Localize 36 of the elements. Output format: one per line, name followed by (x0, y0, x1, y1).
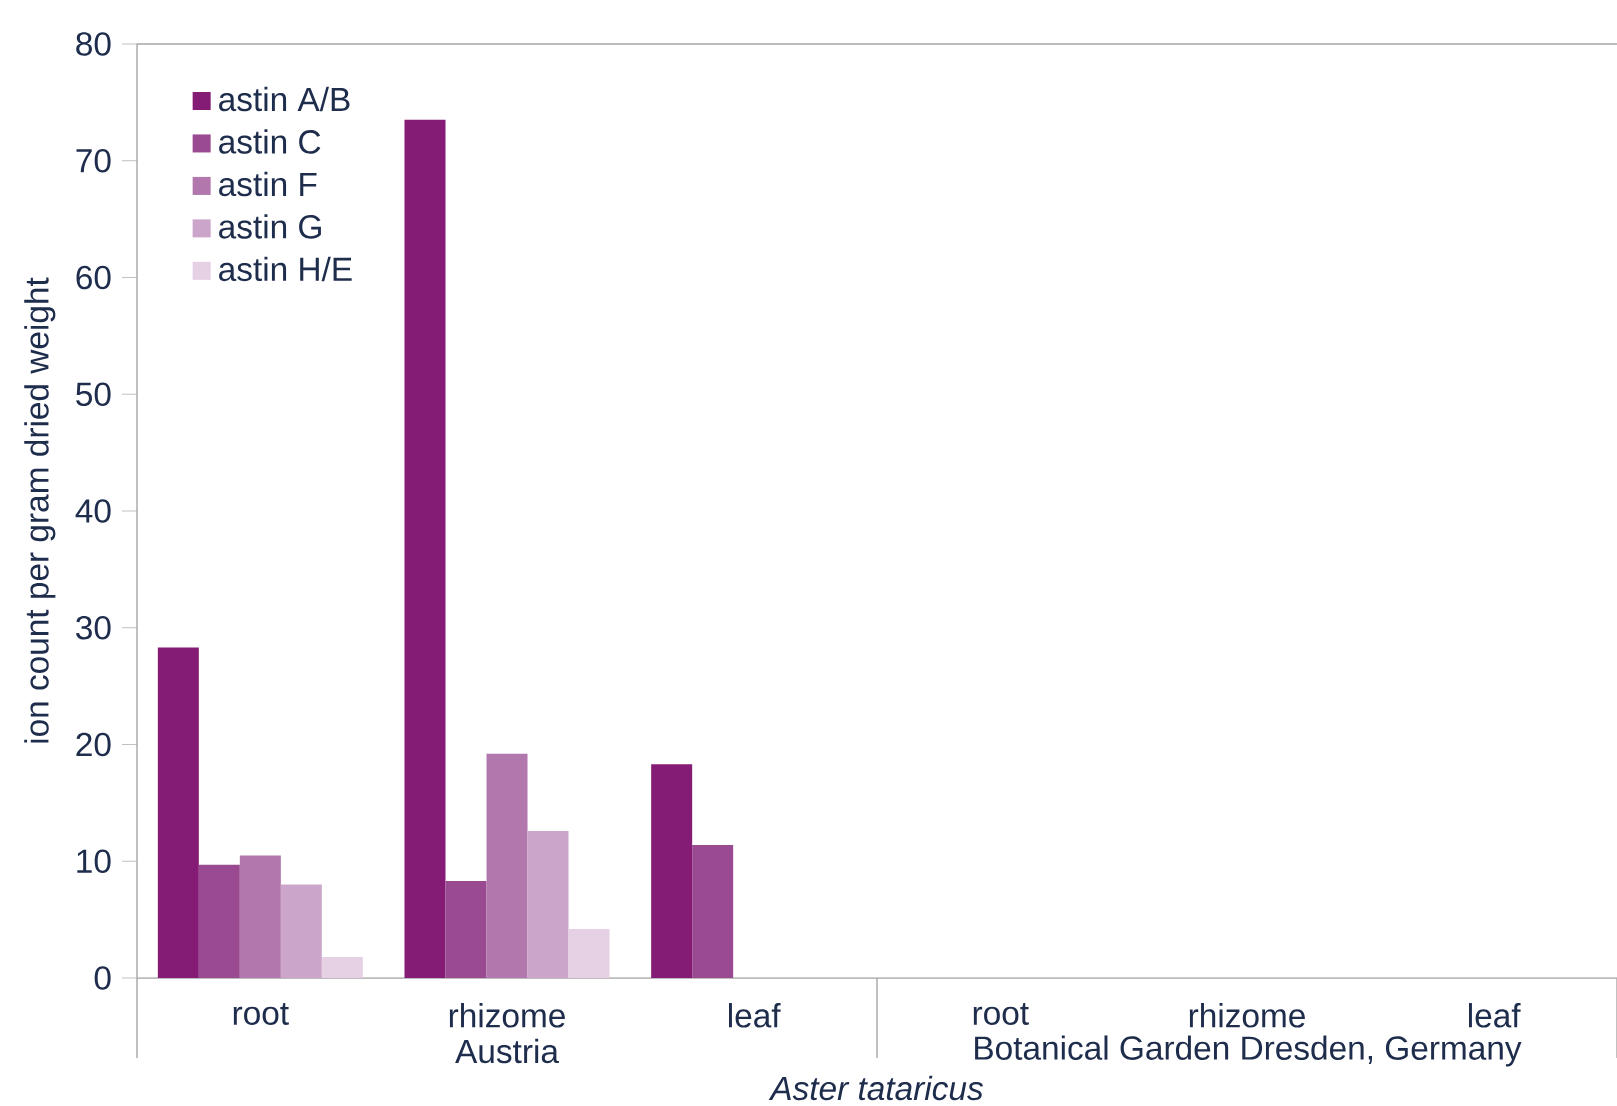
y-tick-label: 40 (75, 499, 111, 523)
bar (321, 956, 363, 978)
bar (404, 119, 446, 978)
y-tick-label: 0 (94, 966, 111, 990)
bar (198, 864, 240, 978)
bar (568, 928, 610, 978)
x-tick-label: rhizome (449, 1003, 565, 1028)
y-tick-label: 30 (76, 615, 111, 640)
bar (445, 881, 487, 978)
bar (527, 830, 569, 978)
bar (157, 647, 199, 978)
y-tick-label: 70 (76, 148, 111, 173)
x-axis-title: Aster tataricus (768, 1075, 984, 1101)
bar (239, 855, 281, 978)
legend-label: astin H/E (219, 256, 352, 282)
x-tick-label: root (973, 1003, 1029, 1025)
text: Botanical Garden Dresden, Germany (975, 1035, 1522, 1067)
x-tick-label: leaf (729, 1003, 781, 1028)
x-tick-label: root (233, 1003, 289, 1025)
y-tick-label: 50 (76, 382, 111, 407)
legend-label: astin C (219, 129, 321, 154)
x-tick-label: rhizome (1189, 1003, 1305, 1028)
bar (280, 884, 322, 978)
legend-label: astin F (219, 171, 317, 197)
legend-label: astin A/B (219, 86, 350, 112)
y-axis-title: ion count per gram dried weight (24, 277, 56, 743)
bar (651, 764, 693, 978)
legend-label: astin G (219, 214, 321, 239)
y-tick-label: 20 (76, 732, 111, 757)
bar (692, 844, 734, 978)
y-tick-label: 10 (77, 849, 111, 874)
bar (486, 753, 528, 978)
y-tick-label: 80 (76, 32, 111, 56)
text: Austria (455, 1038, 559, 1064)
y-tick-label: 60 (76, 265, 111, 290)
x-tick-label: leaf (1469, 1003, 1521, 1028)
